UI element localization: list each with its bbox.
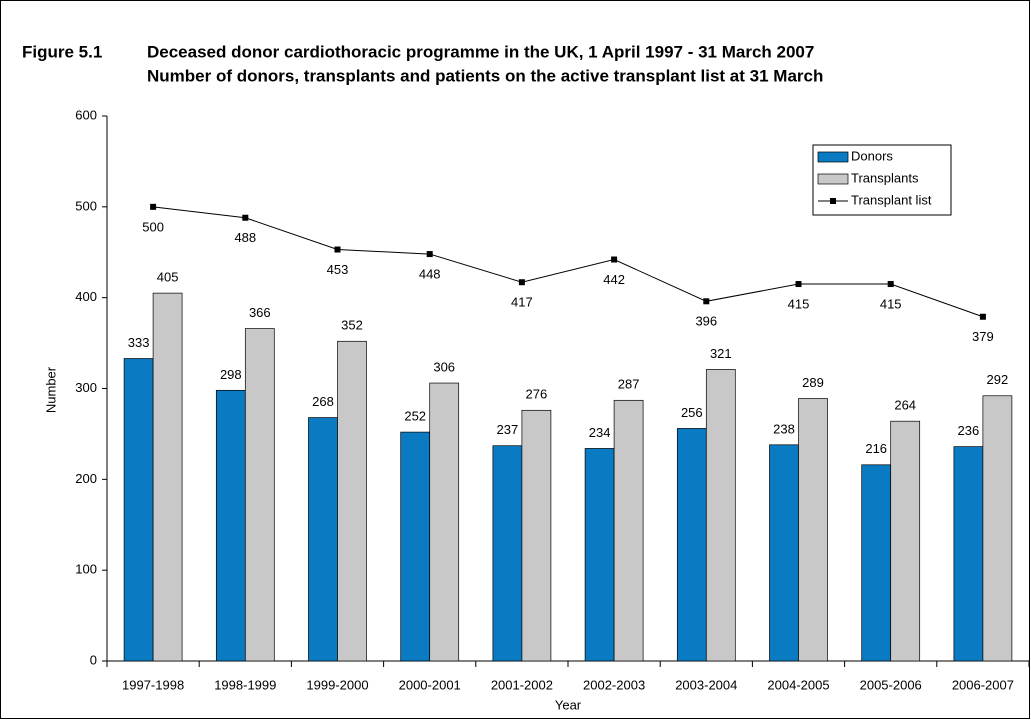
value-label: 234: [589, 425, 611, 440]
legend-label: Transplant list: [851, 192, 932, 207]
value-label: 500: [142, 219, 164, 234]
bar: [400, 431, 431, 662]
bar: [890, 420, 921, 662]
y-tick-label: 500: [75, 198, 97, 213]
x-tick-label: 2000-2001: [399, 677, 461, 692]
chart-title: Deceased donor cardiothoracic programme …: [147, 42, 814, 61]
bar: [613, 399, 644, 662]
value-label: 298: [220, 367, 242, 382]
y-tick-label: 600: [75, 107, 97, 122]
bar: [861, 464, 892, 662]
x-tick-label: 2001-2002: [491, 677, 553, 692]
value-label: 268: [312, 394, 334, 409]
y-axis-title: Number: [43, 366, 58, 413]
x-tick-label: 2002-2003: [583, 677, 645, 692]
x-tick-label: 2004-2005: [767, 677, 829, 692]
line: [153, 206, 984, 318]
value-label: 236: [958, 423, 980, 438]
bar: [244, 328, 275, 662]
line-marker: [703, 298, 710, 305]
value-label: 448: [419, 267, 441, 282]
value-label: 216: [865, 441, 887, 456]
x-tick-label: 2006-2007: [952, 677, 1014, 692]
value-label: 321: [710, 346, 732, 361]
legend-swatch: [817, 151, 849, 163]
legend-label: Donors: [851, 148, 893, 163]
value-label: 289: [802, 375, 824, 390]
legend-swatch: [817, 173, 849, 185]
value-label: 453: [327, 262, 349, 277]
value-label: 292: [987, 372, 1009, 387]
x-tick-label: 2005-2006: [860, 677, 922, 692]
bar: [798, 398, 828, 662]
bar: [953, 446, 984, 662]
legend-label: Transplants: [851, 170, 919, 185]
value-label: 352: [341, 318, 363, 333]
value-label: 276: [526, 387, 548, 402]
value-label: 237: [497, 422, 519, 437]
x-tick-label: 1997-1998: [122, 677, 184, 692]
value-label: 333: [128, 335, 150, 350]
bar: [429, 382, 460, 662]
bar: [769, 444, 799, 662]
figure-label: Figure 5.1: [22, 42, 102, 61]
bar: [676, 428, 707, 662]
value-label: 442: [603, 272, 625, 287]
x-tick-label: 1999-2000: [306, 677, 368, 692]
value-label: 287: [618, 377, 640, 392]
bar: [982, 395, 1013, 662]
line-marker: [426, 251, 433, 258]
line-marker: [150, 203, 157, 210]
value-label: 396: [695, 314, 717, 329]
bar: [705, 369, 736, 662]
value-label: 264: [894, 398, 916, 413]
value-label: 252: [404, 409, 426, 424]
value-label: 238: [773, 421, 795, 436]
bar: [215, 389, 246, 662]
y-tick-label: 100: [75, 562, 97, 577]
bar: [521, 409, 552, 662]
value-label: 379: [972, 329, 994, 344]
value-label: 415: [788, 296, 810, 311]
y-tick-label: 0: [90, 652, 97, 667]
y-tick-label: 400: [75, 289, 97, 304]
value-label: 256: [681, 405, 703, 420]
line-marker: [611, 256, 618, 263]
x-axis-title: Year: [555, 697, 582, 712]
value-label: 306: [433, 359, 455, 374]
y-tick-label: 200: [75, 471, 97, 486]
chart-subtitle: Number of donors, transplants and patien…: [147, 66, 823, 85]
line-marker: [795, 281, 802, 288]
value-label: 405: [157, 270, 179, 285]
bar: [123, 358, 154, 662]
line-marker: [979, 313, 986, 320]
value-label: 488: [234, 230, 256, 245]
value-label: 417: [511, 295, 533, 310]
line-marker: [518, 279, 525, 286]
bar: [308, 417, 338, 662]
bar: [337, 340, 367, 662]
x-tick-label: 1998-1999: [214, 677, 276, 692]
line-marker: [887, 281, 894, 288]
line-marker: [242, 214, 249, 221]
bar: [152, 292, 183, 662]
x-tick-label: 2003-2004: [675, 677, 737, 692]
bar: [584, 448, 615, 662]
value-label: 415: [880, 296, 902, 311]
line-marker: [334, 246, 341, 253]
bar: [492, 445, 523, 662]
value-label: 366: [249, 305, 271, 320]
y-tick-label: 300: [75, 380, 97, 395]
legend-marker: [830, 198, 836, 204]
